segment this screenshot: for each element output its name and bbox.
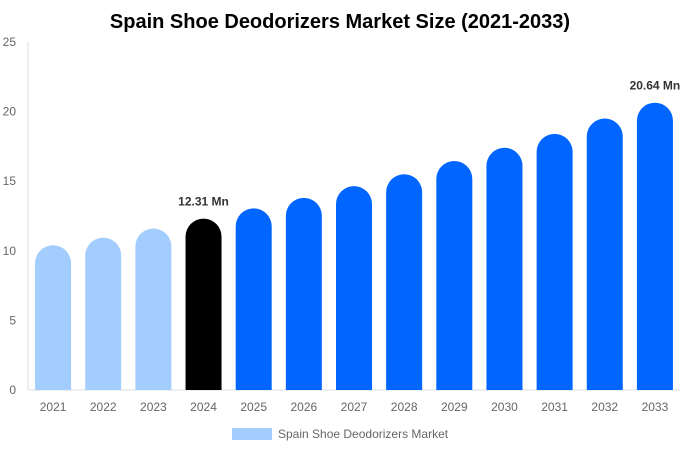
legend-label: Spain Shoe Deodorizers Market: [278, 427, 449, 441]
bar-2023[interactable]: [135, 228, 172, 390]
bar-2030[interactable]: [486, 147, 523, 390]
legend[interactable]: Spain Shoe Deodorizers Market: [232, 427, 449, 441]
y-tick-label: 10: [3, 244, 17, 258]
x-tick-label: 2023: [140, 400, 167, 414]
x-tick-label: 2022: [90, 400, 117, 414]
data-label: 12.31 Mn: [178, 195, 229, 209]
x-tick-label: 2031: [541, 400, 568, 414]
x-tick-label: 2033: [642, 400, 669, 414]
bar-2029[interactable]: [436, 161, 473, 390]
x-tick-label: 2025: [240, 400, 267, 414]
x-tick-label: 2021: [40, 400, 67, 414]
y-tick-label: 25: [3, 35, 17, 49]
y-tick-label: 5: [9, 313, 16, 327]
x-tick-label: 2030: [491, 400, 518, 414]
data-label: 20.64 Mn: [630, 79, 680, 93]
bar-2032[interactable]: [586, 118, 623, 390]
bar-2028[interactable]: [386, 174, 423, 390]
y-tick-label: 15: [3, 174, 17, 188]
x-tick-label: 2032: [591, 400, 618, 414]
x-tick-label: 2024: [190, 400, 217, 414]
legend-swatch: [232, 428, 272, 440]
bar-2022[interactable]: [85, 237, 122, 390]
bar-2021[interactable]: [35, 245, 72, 390]
x-tick-label: 2028: [391, 400, 418, 414]
bar-2024[interactable]: [185, 218, 222, 390]
bar-2025[interactable]: [235, 208, 272, 390]
bar-2031[interactable]: [536, 133, 573, 390]
x-tick-label: 2026: [290, 400, 317, 414]
bar-2026[interactable]: [285, 197, 322, 390]
y-tick-label: 20: [3, 105, 17, 119]
x-tick-label: 2027: [341, 400, 368, 414]
bar-2033[interactable]: [636, 102, 673, 391]
bar-2027[interactable]: [336, 186, 372, 390]
y-tick-label: 0: [9, 383, 16, 397]
chart-title: Spain Shoe Deodorizers Market Size (2021…: [110, 11, 570, 33]
x-tick-label: 2029: [441, 400, 468, 414]
